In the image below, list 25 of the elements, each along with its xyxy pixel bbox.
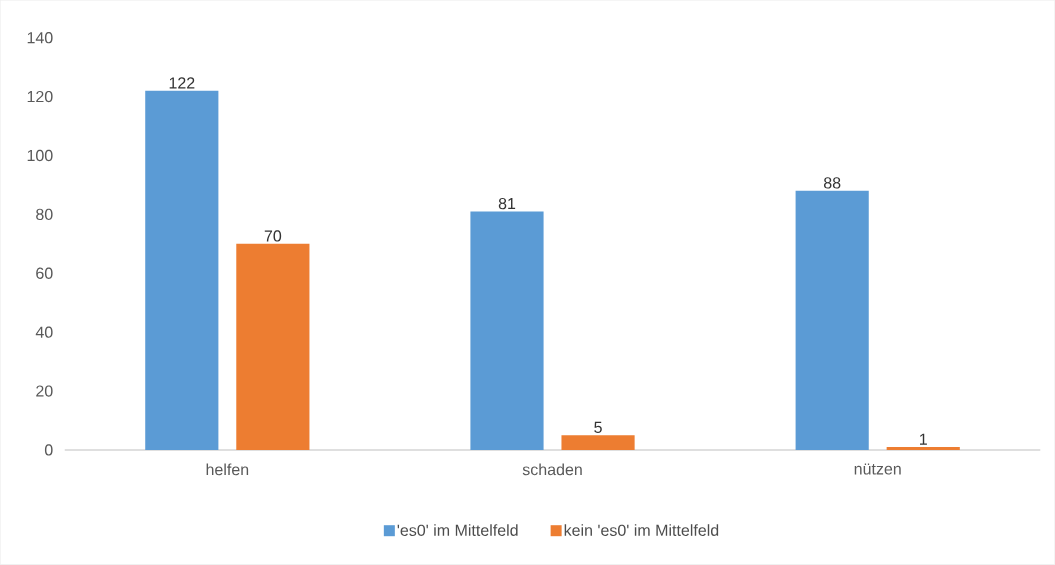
bar	[886, 447, 960, 451]
bar	[470, 211, 544, 451]
x-tick-label: schaden	[522, 463, 582, 476]
data-label: 88	[823, 177, 841, 189]
y-tick-label: 80	[36, 208, 53, 221]
y-tick-label: 40	[35, 326, 53, 338]
y-tick-label: 20	[36, 385, 53, 397]
x-tick-label: nützen	[854, 463, 901, 475]
data-label: 1	[920, 433, 927, 445]
legend-label: kein 'es0' im Mittelfeld	[564, 524, 719, 537]
bar	[236, 243, 310, 451]
bar	[795, 190, 869, 451]
legend-label: 'es0' im Mittelfeld	[397, 524, 518, 537]
y-tick-label: 100	[27, 149, 53, 162]
bar	[145, 90, 219, 451]
data-label: 81	[498, 198, 516, 210]
data-label: 70	[264, 230, 282, 242]
bar	[561, 435, 635, 451]
y-tick-label: 120	[27, 91, 53, 103]
x-tick-label: helfen	[206, 463, 249, 476]
y-tick-label: 0	[44, 444, 53, 456]
y-tick-label: 60	[36, 267, 53, 280]
data-label: 122	[169, 77, 195, 89]
y-tick-label: 140	[27, 32, 53, 44]
data-label: 5	[594, 421, 602, 434]
